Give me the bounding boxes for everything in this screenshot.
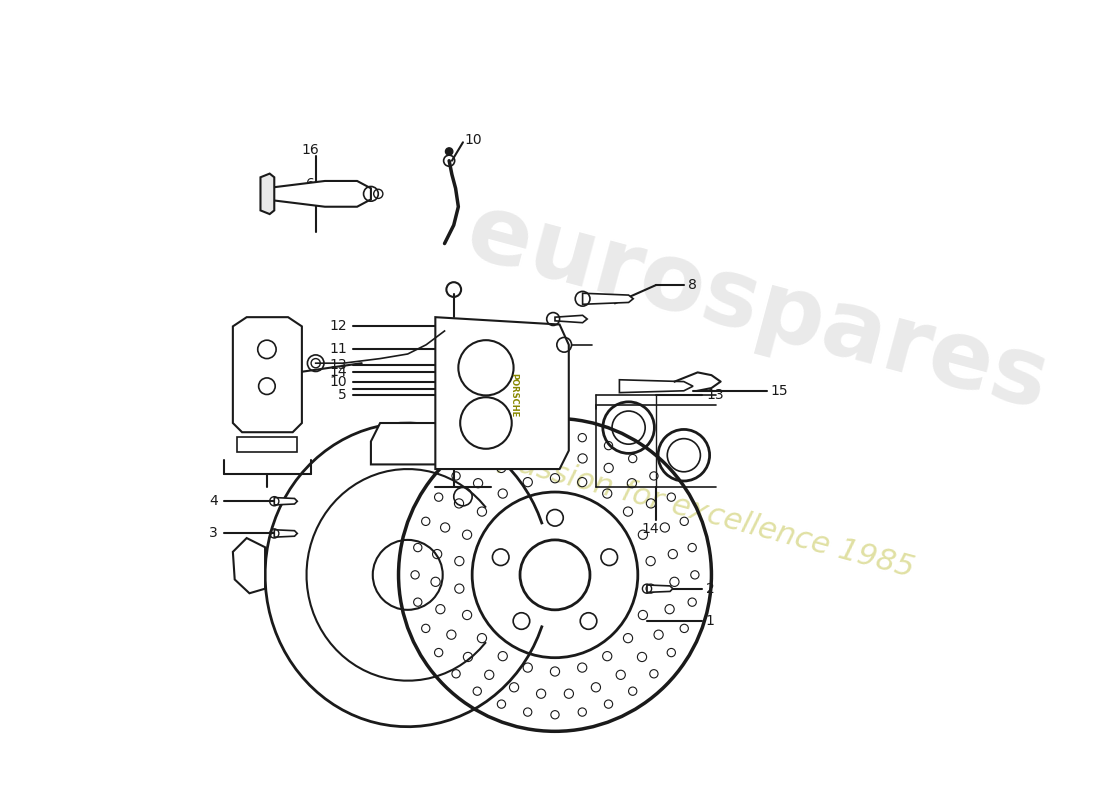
- Text: 5: 5: [338, 388, 346, 402]
- Polygon shape: [436, 317, 569, 469]
- Text: 3: 3: [209, 526, 218, 541]
- Polygon shape: [274, 530, 297, 537]
- Polygon shape: [233, 317, 301, 432]
- Text: 13: 13: [329, 358, 346, 372]
- Text: 6: 6: [306, 177, 315, 190]
- Polygon shape: [233, 538, 265, 594]
- Polygon shape: [265, 181, 371, 206]
- Text: 13: 13: [707, 388, 725, 402]
- Text: 12: 12: [329, 319, 346, 334]
- Text: 4: 4: [209, 494, 218, 508]
- Text: 16: 16: [301, 142, 319, 157]
- Polygon shape: [238, 437, 297, 453]
- Polygon shape: [647, 585, 673, 592]
- Text: 15: 15: [770, 384, 788, 398]
- Text: PORSCHE: PORSCHE: [509, 374, 518, 418]
- Polygon shape: [274, 498, 297, 505]
- Text: 14: 14: [329, 366, 346, 379]
- Polygon shape: [371, 423, 444, 465]
- Text: 10: 10: [329, 374, 346, 389]
- Text: 7: 7: [283, 366, 292, 379]
- Text: 14: 14: [642, 522, 660, 536]
- Polygon shape: [583, 294, 634, 304]
- Text: 11: 11: [329, 342, 346, 356]
- Text: a passion for excellence 1985: a passion for excellence 1985: [469, 438, 917, 583]
- Text: 1: 1: [706, 614, 715, 628]
- Polygon shape: [261, 174, 274, 214]
- Text: 10: 10: [465, 134, 483, 147]
- Polygon shape: [556, 315, 587, 322]
- Text: 8: 8: [688, 278, 696, 292]
- Text: eurospares: eurospares: [456, 186, 1058, 430]
- Text: 2: 2: [706, 582, 715, 596]
- Circle shape: [446, 148, 453, 155]
- Polygon shape: [619, 380, 693, 393]
